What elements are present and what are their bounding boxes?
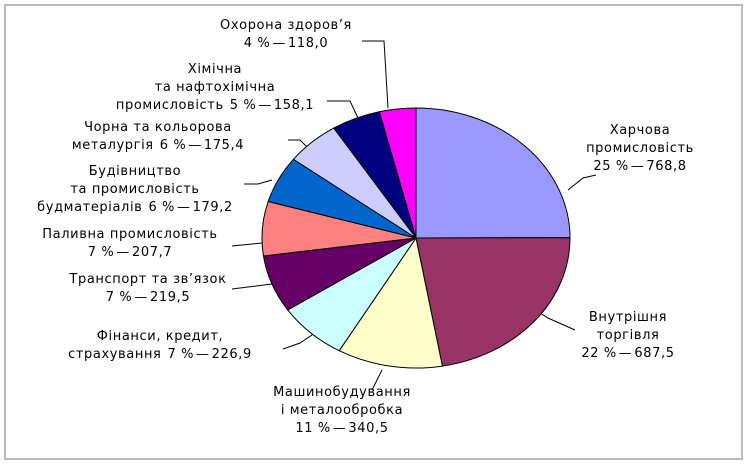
value-label: 179,2 (193, 200, 233, 215)
value-label: 219,5 (150, 290, 190, 305)
percent-label: 25 % (593, 159, 628, 174)
separator: — (177, 200, 191, 215)
label-line: Машинобудування (273, 385, 411, 400)
separator: — (333, 421, 347, 436)
slice-number: 7 % —207,7 (88, 245, 172, 260)
label-line: Будівництво (89, 164, 181, 179)
pie-slice (415, 107, 571, 239)
value-label: 340,5 (348, 421, 388, 436)
separator: — (116, 245, 130, 260)
label-line: Внутрішня (589, 310, 667, 325)
separator: — (134, 290, 148, 305)
slice-label: Чорна та кольорова металургія 6 % —175,4 (72, 120, 244, 153)
percent-label: 4 % (244, 36, 271, 51)
percent-label: 6 % (160, 138, 187, 153)
slice-label: Фінанси, кредит, страхування 7 % —226,9 (68, 329, 252, 362)
label-line: Чорна та кольорова (84, 120, 232, 135)
value-label: 118,0 (288, 36, 328, 51)
slice-label: Внутрішня торгівля (589, 310, 667, 343)
label-line: Паливна промисловість (42, 227, 217, 242)
separator: — (196, 347, 210, 362)
slice-label: Хімічна та нафтохімічна промисловість 5 % —1… (116, 62, 314, 113)
separator: — (188, 138, 202, 153)
separator: — (272, 36, 286, 51)
percent-label: 5 % (230, 98, 257, 113)
slice-number: 22 % —687,5 (581, 346, 674, 361)
percent-label: 6 % (148, 200, 175, 215)
slice-label: Машинобудування і металообробка (273, 385, 411, 418)
percent-label: 7 % (106, 290, 133, 305)
percent-label: 7 % (88, 245, 115, 260)
label-line: та промисловість (70, 182, 199, 197)
separator: — (258, 98, 272, 113)
value-label: 768,8 (646, 159, 686, 174)
slice-number: 7 % —219,5 (106, 290, 190, 305)
label-line: металургія (72, 138, 154, 153)
slice-number: 11 % —340,5 (295, 421, 388, 436)
value-label: 207,7 (132, 245, 172, 260)
pie-slice (378, 107, 417, 239)
slice-label: Транспорт та зв’язок (68, 272, 226, 287)
label-line: Транспорт та зв’язок (68, 272, 226, 287)
percent-label: 7 % (167, 347, 194, 362)
pie-slice (338, 236, 443, 369)
value-label: 226,9 (212, 347, 252, 362)
label-line: Охорона здоров’я (220, 18, 352, 33)
label-line: торгівля (597, 328, 660, 343)
slice-label: Охорона здоров’я (220, 18, 352, 33)
slice-label: Харчова промисловість (586, 123, 694, 156)
label-line: промисловість (116, 98, 224, 113)
separator: — (631, 159, 645, 174)
label-line: страхування (68, 347, 161, 362)
slice-number: 25 % —768,8 (593, 159, 686, 174)
slice-label: Паливна промисловість (42, 227, 217, 242)
label-line: промисловість (586, 141, 694, 156)
label-line: Хімічна (188, 62, 242, 77)
slice-label: Будівництво та промисловість будматеріалів… (37, 164, 233, 215)
label-line: Харчова (610, 123, 671, 138)
label-line: та нафтохімічна (155, 80, 276, 95)
separator: — (619, 346, 633, 361)
percent-label: 22 % (581, 346, 616, 361)
label-line: будматеріалів (37, 200, 142, 215)
value-label: 158,1 (274, 98, 314, 113)
label-line: і металообробка (281, 403, 403, 418)
slice-number: 4 % —118,0 (244, 36, 328, 51)
label-line: Фінанси, кредит, (97, 329, 223, 344)
leader-lines (231, 40, 597, 391)
pie-slice (415, 237, 571, 367)
percent-label: 11 % (295, 421, 330, 436)
value-label: 175,4 (204, 138, 244, 153)
value-label: 687,5 (634, 346, 674, 361)
